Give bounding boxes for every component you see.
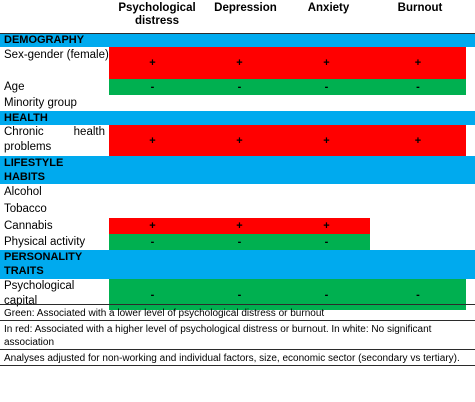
table-row-chronic-health: Chronic health problems + + + + bbox=[0, 125, 475, 156]
cell-anxiety: + bbox=[283, 218, 370, 234]
divider bbox=[0, 349, 475, 350]
cell-depression: - bbox=[196, 234, 283, 250]
header-anxiety: Anxiety bbox=[307, 2, 350, 14]
divider bbox=[0, 304, 475, 305]
cell-anxiety: - bbox=[283, 79, 370, 95]
section-label-text: PERSONALITY TRAITS bbox=[4, 251, 83, 277]
table-row-tobacco: Tobacco bbox=[0, 201, 475, 218]
section-label: LIFESTYLE HABITS bbox=[0, 156, 475, 184]
section-health: HEALTH bbox=[0, 111, 475, 125]
section-personality: PERSONALITY TRAITS bbox=[0, 250, 475, 279]
table-row-age: Age - - - - bbox=[0, 79, 475, 95]
row-label: Tobacco bbox=[4, 203, 47, 215]
cell-psychological-distress: + bbox=[109, 218, 196, 234]
section-lifestyle: LIFESTYLE HABITS bbox=[0, 156, 475, 184]
table-row-physical-activity: Physical activity - - - bbox=[0, 234, 475, 250]
header-depression: Depression bbox=[214, 2, 277, 14]
row-label-part: Chronic bbox=[4, 126, 44, 138]
note-adjustment: Analyses adjusted for non-working and in… bbox=[4, 353, 460, 364]
note-red-white: In red: Associated with a higher level o… bbox=[4, 324, 432, 348]
cell-depression: + bbox=[196, 218, 283, 234]
cell-depression: + bbox=[196, 125, 283, 156]
cell-anxiety: - bbox=[283, 234, 370, 250]
row-label: Age bbox=[4, 81, 25, 93]
table-header: Psychological distress Depression Anxiet… bbox=[0, 0, 475, 33]
header-psychological-distress: Psychological distress bbox=[118, 2, 196, 27]
cell-psychological-distress: - bbox=[109, 234, 196, 250]
divider bbox=[0, 365, 475, 366]
cell-psychological-distress: - bbox=[109, 79, 196, 95]
divider bbox=[0, 320, 475, 321]
row-label: Alcohol bbox=[4, 186, 42, 198]
table-body: DEMOGRAPHY Sex-gender (female) + + + + A… bbox=[0, 33, 475, 310]
table-notes: Green: Associated with a lower level of … bbox=[0, 304, 475, 366]
cell-depression: + bbox=[196, 47, 283, 79]
header-burnout: Burnout bbox=[397, 2, 443, 14]
cell-psychological-distress: + bbox=[109, 125, 196, 156]
table-row-alcohol: Alcohol bbox=[0, 184, 475, 201]
cell-psychological-distress: + bbox=[109, 47, 196, 79]
cell-burnout: + bbox=[370, 47, 466, 79]
table-row-cannabis: Cannabis + + + bbox=[0, 218, 475, 234]
row-label: Chronic health problems bbox=[0, 125, 109, 156]
table-row-sex-gender: Sex-gender (female) + + + + bbox=[0, 47, 475, 79]
cell-anxiety: + bbox=[283, 47, 370, 79]
row-label: Physical activity bbox=[4, 236, 86, 248]
row-label: Minority group bbox=[4, 97, 77, 109]
section-demography: DEMOGRAPHY bbox=[0, 33, 475, 47]
cell-burnout: + bbox=[370, 125, 466, 156]
section-label: DEMOGRAPHY bbox=[0, 34, 475, 47]
row-label-part: health bbox=[73, 126, 105, 138]
row-label: Cannabis bbox=[4, 220, 53, 232]
cell-depression: - bbox=[196, 79, 283, 95]
cell-anxiety: + bbox=[283, 125, 370, 156]
section-label: PERSONALITY TRAITS bbox=[0, 250, 475, 279]
cell-burnout: - bbox=[370, 79, 466, 95]
section-label: HEALTH bbox=[0, 111, 475, 125]
table-row-minority: Minority group bbox=[0, 95, 475, 111]
row-label-part: problems bbox=[4, 141, 52, 153]
row-label: Sex-gender (female) bbox=[4, 49, 109, 61]
section-label-text: LIFESTYLE HABITS bbox=[4, 157, 64, 183]
note-green: Green: Associated with a lower level of … bbox=[4, 308, 325, 319]
